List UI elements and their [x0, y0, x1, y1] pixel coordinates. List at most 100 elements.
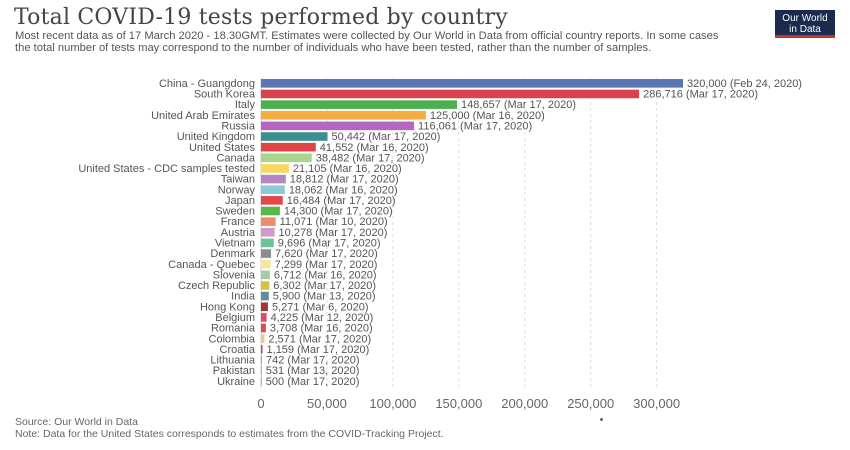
category-label: Canada - Quebec: [168, 259, 255, 271]
x-tick-label: 200,000: [501, 396, 548, 411]
value-label: 5,900 (Mar 13, 2020): [273, 291, 376, 303]
bar: [261, 206, 280, 216]
bar: [261, 291, 269, 301]
category-label: Vietnam: [215, 238, 255, 250]
value-label: 7,620 (Mar 17, 2020): [275, 248, 378, 260]
category-label: United Kingdom: [177, 131, 255, 143]
category-label: Romania: [211, 323, 256, 335]
category-label: United States: [189, 142, 256, 154]
category-label: Sweden: [215, 206, 255, 218]
category-label: United States - CDC samples tested: [78, 163, 255, 175]
category-label: France: [221, 216, 255, 228]
value-label: 6,712 (Mar 16, 2020): [274, 269, 377, 281]
value-label: 5,271 (Mar 6, 2020): [272, 301, 369, 313]
chart-title: Total COVID-19 tests performed by countr…: [14, 5, 508, 30]
value-label: 50,442 (Mar 17, 2020): [332, 131, 441, 143]
bar: [261, 100, 458, 109]
value-label: 9,696 (Mar 17, 2020): [278, 238, 381, 250]
value-label: 500 (Mar 17, 2020): [266, 376, 360, 388]
value-label: 21,105 (Mar 16, 2020): [293, 163, 402, 175]
category-label: South Korea: [194, 89, 256, 101]
category-label: Hong Kong: [200, 301, 255, 313]
value-label: 116,061 (Mar 17, 2020): [418, 120, 532, 132]
category-label: Czech Republic: [178, 280, 256, 292]
value-label: 16,484 (Mar 17, 2020): [287, 195, 396, 207]
x-axis: 0 50,000 100,000 150,000 200,000 250,000 300,0…: [257, 396, 680, 411]
category-label: China - Guangdong: [159, 78, 255, 90]
x-tick-label: 0: [257, 396, 264, 411]
bar: [261, 334, 265, 343]
category-label: Taiwan: [221, 174, 255, 186]
logo-line-1: Our World: [782, 13, 828, 24]
source-text: Source: Our World in Data: [15, 416, 138, 428]
note-text: Note: Data for the United States corresp…: [15, 428, 444, 440]
bar: [261, 121, 415, 131]
value-label: 14,300 (Mar 17, 2020): [284, 206, 393, 218]
category-label: Slovenia: [213, 269, 256, 281]
bar: [261, 142, 316, 152]
bar: [261, 281, 270, 290]
value-label: 286,716 (Mar 17, 2020): [643, 89, 758, 101]
x-tick-label: 100,000: [369, 396, 416, 411]
category-label: Norway: [218, 184, 256, 196]
bar: [261, 164, 289, 173]
category-label: Belgium: [215, 312, 255, 324]
value-label: 2,571 (Mar 17, 2020): [268, 333, 371, 345]
x-tick-label: 250,000: [567, 396, 614, 411]
bar: [261, 323, 266, 333]
value-label: 531 (Mar 13, 2020): [266, 365, 360, 377]
value-label: 18,062 (Mar 16, 2020): [289, 184, 398, 196]
value-label: 6,302 (Mar 17, 2020): [273, 280, 376, 292]
x-tick-label: 150,000: [435, 396, 482, 411]
category-label: Denmark: [210, 248, 255, 260]
x-tick-label: 300,000: [633, 396, 680, 411]
bar: [261, 185, 285, 195]
category-label: Pakistan: [213, 365, 255, 377]
category-label: Croatia: [220, 344, 256, 356]
value-label: 18,812 (Mar 17, 2020): [290, 174, 399, 186]
bar: [261, 153, 312, 163]
category-label: Colombia: [209, 333, 256, 345]
bar: [261, 217, 276, 226]
value-label: 7,299 (Mar 17, 2020): [275, 259, 378, 271]
value-label: 320,000 (Feb 24, 2020): [687, 78, 802, 90]
bar: [261, 345, 263, 354]
bars-group: China - Guangdong 320,000 (Feb 24, 2020) S…: [78, 78, 802, 388]
value-label: 10,278 (Mar 17, 2020): [279, 227, 388, 239]
bar: [261, 132, 328, 141]
bar: [261, 110, 426, 120]
value-label: 38,482 (Mar 17, 2020): [316, 152, 425, 164]
bar: [261, 355, 262, 365]
category-label: Italy: [235, 99, 256, 111]
value-label: 11,071 (Mar 10, 2020): [280, 216, 388, 228]
bar: [261, 376, 262, 386]
value-label: 3,708 (Mar 16, 2020): [270, 323, 373, 335]
category-label: Ukraine: [217, 376, 255, 388]
bar: [261, 302, 268, 312]
value-label: 41,552 (Mar 16, 2020): [320, 142, 429, 154]
category-label: India: [231, 291, 256, 303]
bar: [261, 259, 271, 269]
bar: [261, 249, 272, 258]
value-label: 125,000 (Mar 16, 2020): [430, 110, 545, 122]
category-label: United Arab Emirates: [151, 110, 255, 122]
bar: [261, 227, 275, 237]
value-label: 1,159 (Mar 17, 2020): [267, 344, 370, 356]
bar: [261, 313, 267, 322]
logo-line-2: in Data: [789, 24, 821, 35]
bar: [261, 196, 283, 205]
category-label: Austria: [221, 227, 256, 239]
bar: [261, 270, 270, 280]
value-label: 4,225 (Mar 12, 2020): [271, 312, 374, 324]
category-label: Lithuania: [210, 355, 256, 367]
bar: [261, 366, 262, 375]
bar: [261, 238, 274, 248]
category-label: Russia: [221, 120, 256, 132]
bar: [261, 89, 640, 99]
bar: [261, 174, 286, 184]
category-label: Canada: [216, 152, 255, 164]
owid-logo[interactable]: Our World in Data: [775, 10, 835, 38]
decorative-dot: [600, 418, 603, 421]
category-label: Japan: [225, 195, 255, 207]
